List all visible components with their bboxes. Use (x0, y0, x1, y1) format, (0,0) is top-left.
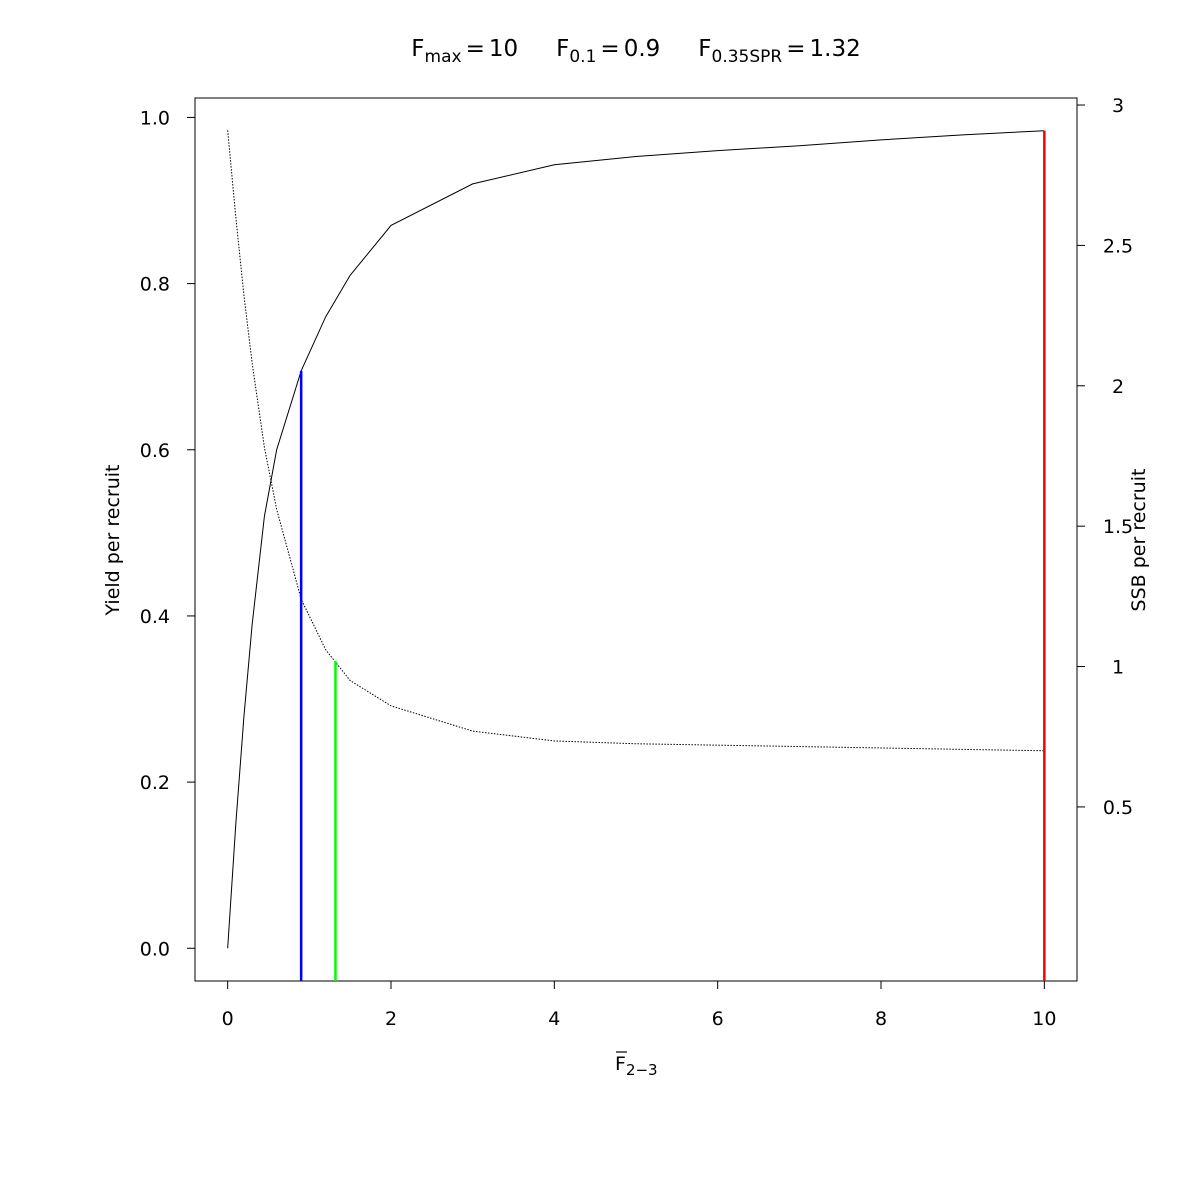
title-symbol: F (411, 36, 424, 62)
y-tick-label: 1.0 (140, 107, 170, 129)
title-value: 10 (489, 36, 518, 62)
y2-axis-label: SSB per recruit (1128, 469, 1150, 612)
title-operator: = (466, 36, 485, 62)
y2-tick-label: 1.5 (1103, 516, 1133, 538)
y-tick-label: 0.2 (140, 772, 170, 794)
x-tick-label: 8 (875, 1008, 887, 1030)
y2-tick-label: 2.5 (1103, 235, 1133, 257)
title-subscript: max (425, 47, 462, 67)
x-label-subscript: 2−3 (626, 1061, 658, 1079)
x-axis-label: F2−3 (615, 1053, 658, 1079)
title-symbol: F (698, 36, 711, 62)
x-tick-label: 4 (548, 1008, 560, 1030)
title-subscript: 0.35SPR (712, 47, 783, 67)
curve (227, 130, 1045, 752)
title-value: 1.32 (810, 36, 861, 62)
y-axis-label: Yield per recruit (102, 465, 124, 617)
y2-tick-label: 1 (1112, 657, 1124, 679)
y2-tick-label: 0.5 (1103, 797, 1133, 819)
title-operator: = (786, 36, 805, 62)
y-tick-label: 0.4 (140, 606, 170, 628)
plot-frame (194, 97, 1078, 982)
x-tick-label: 10 (1032, 1008, 1056, 1030)
title-value: 0.9 (624, 36, 661, 62)
y-tick-label: 0.6 (140, 440, 170, 462)
title-subscript: 0.1 (569, 47, 596, 67)
y-tick-label: 0.0 (140, 938, 170, 960)
y2-tick-label: 3 (1112, 95, 1124, 117)
x-tick-label: 2 (385, 1008, 397, 1030)
curve (227, 130, 1045, 949)
y2-tick-label: 2 (1112, 376, 1124, 398)
x-label-symbol: F (615, 1053, 626, 1075)
y-tick-label: 0.8 (140, 274, 170, 296)
chart-title: Fmax = 10 F0.1 = 0.9 F0.35SPR = 1.32 (411, 36, 860, 67)
x-tick-label: 6 (712, 1008, 724, 1030)
title-symbol: F (556, 36, 569, 62)
x-tick-label: 0 (222, 1008, 234, 1030)
title-operator: = (600, 36, 619, 62)
